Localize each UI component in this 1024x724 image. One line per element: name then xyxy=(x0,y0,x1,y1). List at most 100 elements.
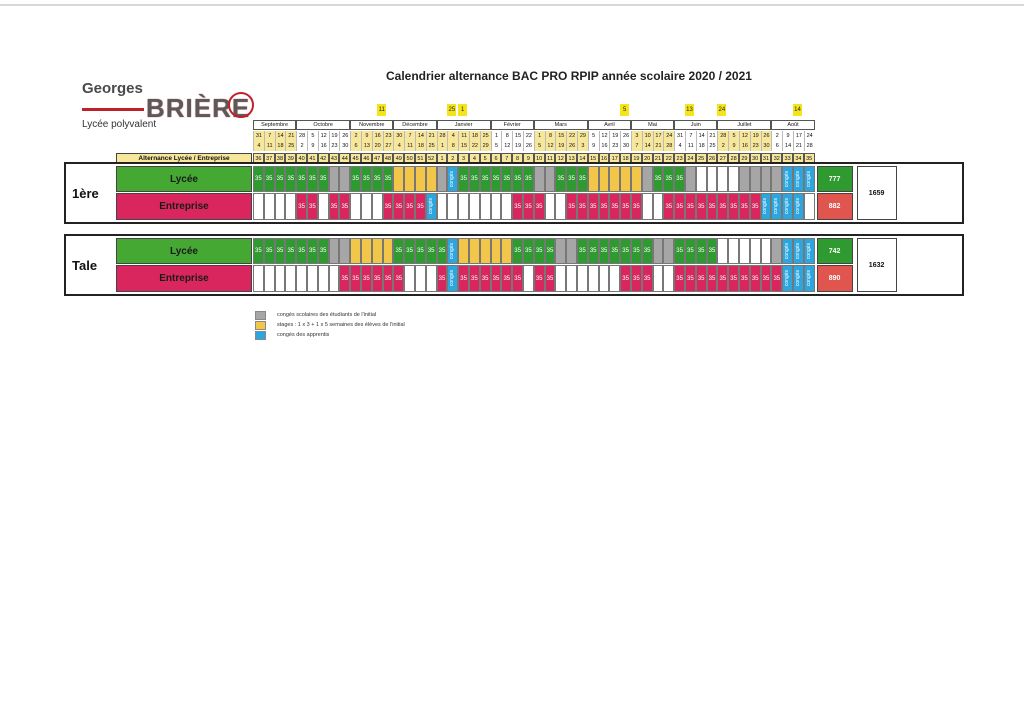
date-cell: 28 xyxy=(717,131,729,141)
lycee-week-cell xyxy=(350,238,361,264)
entreprise-week-cell xyxy=(447,193,459,220)
date-cell: 5 xyxy=(728,131,739,141)
date-cell: 21 xyxy=(425,131,437,141)
cell-value: 35 xyxy=(298,176,305,182)
entreprise-week-cell: 35 xyxy=(620,265,631,292)
page-title: Calendrier alternance BAC PRO RPIP année… xyxy=(386,69,752,83)
cell-value: 35 xyxy=(741,203,748,210)
grand-total: 1632 xyxy=(856,238,897,292)
date-cell: 18 xyxy=(415,141,426,151)
cell-value: 35 xyxy=(417,248,424,254)
entreprise-week-cell: congés xyxy=(793,193,804,220)
entreprise-week-cell: congés xyxy=(447,265,459,292)
cell-value: 35 xyxy=(697,275,705,282)
cell-value: 35 xyxy=(384,203,392,210)
legend-text: congés scolaires des étudiants de l'init… xyxy=(277,312,377,318)
lycee-week-cell xyxy=(749,238,761,264)
cell-value: congés xyxy=(805,270,812,287)
lycee-week-cell xyxy=(695,166,707,192)
date-cell: 16 xyxy=(739,141,750,151)
cell-value: 35 xyxy=(633,203,640,210)
lycee-week-cell: 35 xyxy=(415,238,426,264)
lycee-week-cell xyxy=(339,166,351,192)
date-cell: 28 xyxy=(296,131,307,141)
lycee-week-cell: 35 xyxy=(695,238,707,264)
date-cell: 8 xyxy=(501,131,512,141)
entreprise-week-cell: 35 xyxy=(739,265,750,292)
entreprise-week-cell: congés xyxy=(793,265,804,292)
date-cell: 18 xyxy=(274,141,286,151)
cell-value: congés xyxy=(773,198,780,215)
cell-value: congés xyxy=(794,170,801,188)
date-cell: 28 xyxy=(803,141,815,151)
date-cell: 23 xyxy=(328,141,340,151)
cell-value: 35 xyxy=(406,203,413,210)
cell-value: congés xyxy=(784,270,791,287)
date-cell: 14 xyxy=(415,131,426,141)
entreprise-week-cell: 35 xyxy=(706,265,718,292)
date-cell: 9 xyxy=(728,141,739,151)
lycee-week-cell: 35 xyxy=(307,166,318,192)
cell-value: 35 xyxy=(665,176,673,182)
cell-value: 35 xyxy=(719,275,727,282)
date-cell: 12 xyxy=(317,131,329,141)
lycee-week-cell xyxy=(739,238,750,264)
date-cell: 21 xyxy=(793,141,804,151)
lycee-total: 777 xyxy=(816,166,853,192)
entreprise-week-cell xyxy=(307,265,318,292)
entreprise-week-cell xyxy=(566,265,577,292)
date-cell: 26 xyxy=(760,131,772,141)
cell-value: 35 xyxy=(363,275,370,282)
lycee-week-cell xyxy=(663,238,675,264)
cell-value: 35 xyxy=(406,248,413,254)
legend-swatch xyxy=(255,321,266,330)
date-cell: 6 xyxy=(350,141,361,151)
lycee-week-cell xyxy=(328,166,340,192)
entreprise-week-cell: 35 xyxy=(371,265,383,292)
lycee-week-cell: 35 xyxy=(253,166,264,192)
month-header: Novembre xyxy=(350,120,394,130)
lycee-week-cell: 35 xyxy=(544,238,556,264)
date-cell: 9 xyxy=(587,141,599,151)
legend-text: congés des apprentis xyxy=(277,332,330,338)
entreprise-week-cell: 35 xyxy=(598,193,610,220)
lycee-week-cell: 35 xyxy=(371,166,383,192)
entreprise-week-cell: 35 xyxy=(674,193,685,220)
cell-value: 35 xyxy=(514,203,521,210)
lycee-week-cell xyxy=(771,166,783,192)
cell-value: 35 xyxy=(471,275,478,282)
lycee-week-cell: 35 xyxy=(274,166,286,192)
date-cell: 1 xyxy=(533,131,545,141)
lycee-week-cell xyxy=(760,238,772,264)
cell-value: 35 xyxy=(373,275,381,282)
date-cell: 31 xyxy=(674,131,685,141)
lycee-week-cell xyxy=(490,238,502,264)
entreprise-week-cell: 35 xyxy=(382,265,394,292)
entreprise-week-cell xyxy=(415,265,426,292)
lycee-week-cell: 35 xyxy=(285,238,297,264)
entreprise-week-cell: 35 xyxy=(533,193,545,220)
entreprise-total: 890 xyxy=(816,265,853,292)
date-cell: 21 xyxy=(706,131,718,141)
cell-value: 35 xyxy=(546,275,554,282)
lycee-week-cell xyxy=(361,238,372,264)
cell-value: 35 xyxy=(611,248,619,254)
cell-value: 35 xyxy=(665,203,673,210)
entreprise-week-cell: congés xyxy=(425,193,437,220)
entreprise-label: Entreprise xyxy=(116,265,252,292)
date-cell: 29 xyxy=(577,131,588,141)
lycee-week-cell xyxy=(371,238,383,264)
cell-value: 35 xyxy=(568,176,575,182)
entreprise-week-cell: 35 xyxy=(415,193,426,220)
cell-value: 35 xyxy=(633,275,640,282)
cell-value: 35 xyxy=(622,248,629,254)
date-cell: 24 xyxy=(803,131,815,141)
cell-value: congés xyxy=(784,198,791,215)
cell-value: 35 xyxy=(417,203,424,210)
lycee-week-cell: 35 xyxy=(609,238,621,264)
date-cell: 2 xyxy=(350,131,361,141)
entreprise-week-cell xyxy=(371,193,383,220)
cell-value: 35 xyxy=(309,248,316,254)
entreprise-week-cell xyxy=(652,265,664,292)
entreprise-week-cell: 35 xyxy=(436,265,448,292)
